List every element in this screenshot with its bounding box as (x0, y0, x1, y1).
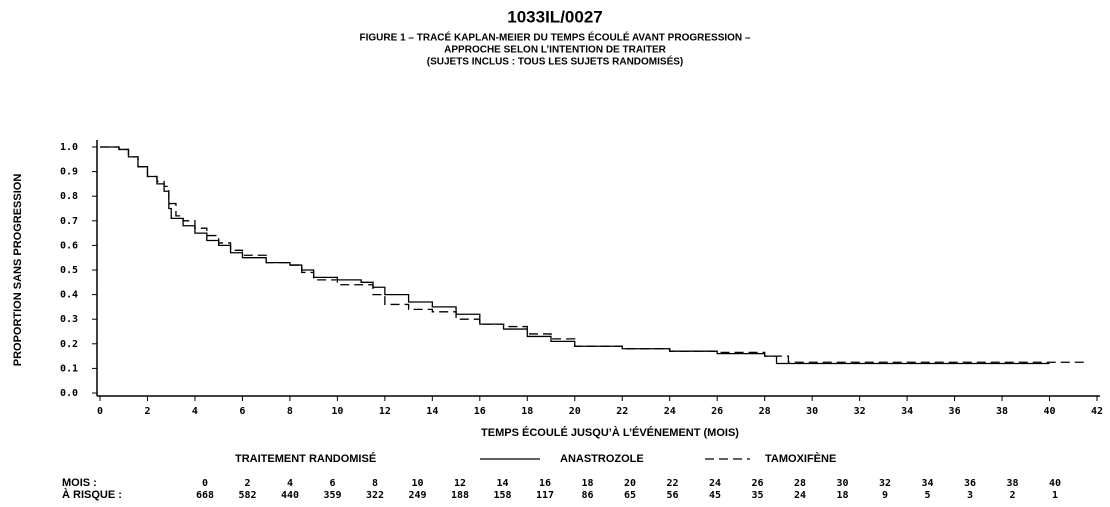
at-risk-month: 4 (287, 478, 293, 489)
x-tick-label: 28 (759, 406, 771, 417)
at-risk-month: 30 (836, 478, 848, 489)
at-risk-count: 56 (666, 490, 678, 501)
y-tick-label: 0.2 (60, 339, 78, 350)
x-tick-label: 34 (901, 406, 913, 417)
at-risk-month: 26 (751, 478, 763, 489)
at-risk-month: 28 (794, 478, 806, 489)
at-risk-count: 3 (967, 490, 973, 501)
at-risk-month: 34 (921, 478, 933, 489)
at-risk-count: 1 (1052, 490, 1058, 501)
y-tick-label: 1.0 (60, 142, 78, 153)
y-tick-label: 0.6 (60, 240, 78, 251)
at-risk-month: 20 (624, 478, 636, 489)
at-risk-count: 582 (238, 490, 256, 501)
y-tick-label: 0.9 (60, 167, 78, 178)
legend-label: ANASTROZOLE (560, 453, 644, 465)
survival-curve (100, 146, 1050, 365)
at-risk-month: 2 (244, 478, 250, 489)
y-tick-label: 0.0 (60, 388, 78, 399)
at-risk-count: 45 (709, 490, 721, 501)
x-tick-label: 6 (239, 406, 245, 417)
legend-label: TAMOXIFÈNE (765, 452, 836, 465)
at-risk-count: 440 (281, 490, 299, 501)
at-risk-count: 24 (794, 490, 806, 501)
x-tick-label: 8 (287, 406, 293, 417)
at-risk-count: 249 (408, 490, 426, 501)
at-risk-month: 6 (329, 478, 335, 489)
at-risk-count: 5 (924, 490, 930, 501)
at-risk-count: 65 (624, 490, 636, 501)
at-risk-month: 18 (581, 478, 593, 489)
at-risk-month: 12 (454, 478, 466, 489)
at-risk-month: 24 (709, 478, 721, 489)
at-risk-month: 32 (879, 478, 891, 489)
y-tick-label: 0.7 (60, 216, 78, 227)
at-risk-month: 8 (372, 478, 378, 489)
x-tick-label: 20 (569, 406, 581, 417)
x-tick-label: 36 (949, 406, 961, 417)
x-tick-label: 2 (144, 406, 150, 417)
survival-curve (100, 146, 1086, 363)
at-risk-label: À RISQUE : (62, 488, 122, 501)
x-tick-label: 12 (379, 406, 391, 417)
x-tick-label: 4 (192, 406, 198, 417)
x-tick-label: 24 (664, 406, 676, 417)
y-tick-label: 0.1 (60, 363, 78, 374)
at-risk-label: MOIS : (62, 477, 97, 489)
x-tick-label: 14 (426, 406, 438, 417)
x-tick-label: 10 (331, 406, 343, 417)
at-risk-count: 2 (1009, 490, 1015, 501)
y-tick-label: 0.3 (60, 314, 78, 325)
at-risk-count: 9 (882, 490, 888, 501)
at-risk-count: 188 (451, 490, 469, 501)
at-risk-month: 22 (666, 478, 678, 489)
at-risk-count: 322 (366, 490, 384, 501)
at-risk-month: 10 (411, 478, 423, 489)
x-tick-label: 32 (854, 406, 866, 417)
x-tick-label: 40 (1044, 406, 1056, 417)
x-tick-label: 16 (474, 406, 486, 417)
at-risk-month: 38 (1006, 478, 1018, 489)
subtitle: (SUJETS INCLUS : TOUS LES SUJETS RANDOMI… (427, 55, 684, 68)
legend-title: TRAITEMENT RANDOMISÉ (235, 452, 376, 465)
at-risk-month: 16 (539, 478, 551, 489)
x-tick-label: 30 (806, 406, 818, 417)
at-risk-month: 14 (496, 478, 508, 489)
at-risk-count: 86 (581, 490, 593, 501)
y-axis-label: PROPORTION SANS PROGRESSION (12, 174, 24, 367)
x-tick-label: 26 (711, 406, 723, 417)
subtitle: FIGURE 1 – TRACÉ KAPLAN-MEIER DU TEMPS É… (360, 31, 751, 44)
at-risk-month: 0 (202, 478, 208, 489)
x-tick-label: 0 (97, 406, 103, 417)
x-tick-label: 38 (996, 406, 1008, 417)
subtitle: APPROCHE SELON L’INTENTION DE TRAITER (444, 45, 666, 56)
at-risk-month: 40 (1049, 478, 1061, 489)
chart-title: 1033IL/0027 (507, 7, 602, 26)
x-tick-label: 18 (521, 406, 533, 417)
at-risk-count: 18 (836, 490, 848, 501)
x-tick-label: 42 (1091, 406, 1103, 417)
y-tick-label: 0.4 (60, 290, 78, 301)
y-tick-label: 0.5 (60, 265, 78, 276)
at-risk-count: 359 (323, 490, 341, 501)
y-tick-label: 0.8 (60, 191, 78, 202)
at-risk-count: 668 (196, 490, 214, 501)
at-risk-count: 117 (536, 490, 554, 501)
x-axis-label: TEMPS ÉCOULÉ JUSQU’À L’ÉVÉNEMENT (MOIS) (481, 426, 739, 439)
x-tick-label: 22 (616, 406, 628, 417)
at-risk-count: 35 (751, 490, 763, 501)
at-risk-count: 158 (493, 490, 511, 501)
at-risk-month: 36 (964, 478, 976, 489)
